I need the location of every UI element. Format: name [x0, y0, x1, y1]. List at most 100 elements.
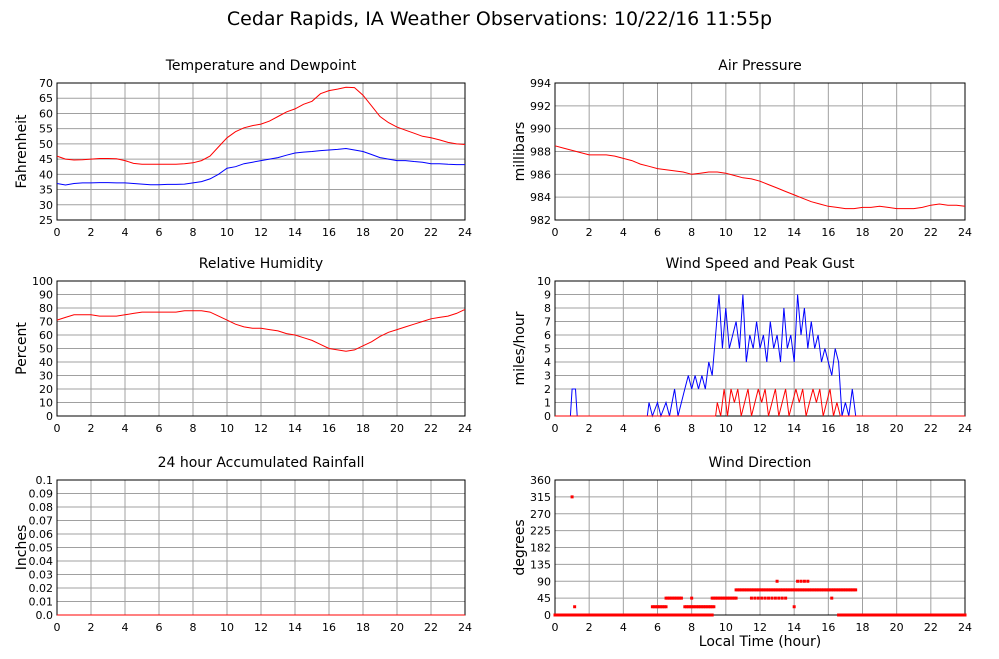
- scatter-point: [898, 613, 902, 617]
- x-tick-label: 12: [753, 422, 767, 435]
- x-tick-label: 22: [924, 226, 938, 239]
- scatter-point: [802, 588, 806, 592]
- scatter-point: [932, 613, 936, 617]
- y-tick-label: 10: [537, 275, 551, 288]
- x-tick-label: 8: [190, 621, 197, 634]
- scatter-point: [722, 596, 726, 600]
- y-tick-label: 60: [39, 329, 53, 342]
- scatter-point: [756, 588, 760, 592]
- scatter-point: [758, 588, 762, 592]
- x-tick-label: 22: [924, 621, 938, 634]
- y-tick-label: 990: [530, 123, 551, 136]
- scatter-point: [616, 613, 620, 617]
- scatter-point: [695, 605, 699, 609]
- scatter-point: [661, 613, 665, 617]
- scatter-point: [852, 613, 856, 617]
- y-tick-label: 0: [544, 410, 551, 423]
- y-tick-label: 984: [530, 191, 551, 204]
- scatter-point: [804, 588, 808, 592]
- scatter-point: [647, 613, 651, 617]
- x-tick-label: 14: [288, 621, 302, 634]
- scatter-point: [883, 613, 887, 617]
- scatter-point: [702, 613, 706, 617]
- scatter-point: [946, 613, 950, 617]
- y-tick-label: 40: [39, 356, 53, 369]
- x-tick-label: 2: [88, 621, 95, 634]
- x-tick-label: 16: [322, 621, 336, 634]
- scatter-point: [912, 613, 916, 617]
- scatter-point: [715, 596, 719, 600]
- scatter-point: [748, 588, 752, 592]
- scatter-point: [633, 613, 637, 617]
- scatter-point: [574, 613, 577, 617]
- scatter-point: [838, 613, 842, 617]
- x-tick-label: 14: [787, 226, 801, 239]
- y-tick-label: 0.1: [36, 474, 54, 487]
- scatter-point: [587, 613, 591, 617]
- y-tick-label: 70: [39, 316, 53, 329]
- scatter-point: [563, 613, 567, 617]
- x-tick-label: 20: [890, 422, 904, 435]
- y-tick-label: 0.09: [29, 488, 54, 501]
- x-tick-label: 22: [924, 422, 938, 435]
- chart-title: Wind Speed and Peak Gust: [666, 256, 855, 272]
- x-tick-label: 10: [719, 422, 733, 435]
- scatter-point: [949, 613, 953, 617]
- scatter-point: [719, 596, 723, 600]
- x-tick-label: 6: [654, 226, 661, 239]
- scatter-point: [825, 588, 829, 592]
- x-tick-label: 6: [156, 621, 163, 634]
- plot-frame: [554, 82, 966, 221]
- scatter-point: [656, 613, 659, 617]
- series-line-0: [56, 86, 466, 165]
- scatter-point: [780, 588, 784, 592]
- scatter-point: [830, 596, 834, 600]
- scatter-point: [773, 596, 777, 600]
- scatter-point: [913, 613, 917, 617]
- x-tick-label: 8: [190, 226, 197, 239]
- scatter-point: [821, 588, 825, 592]
- scatter-point: [773, 588, 777, 592]
- x-tick-label: 0: [54, 621, 61, 634]
- x-tick-label: 10: [719, 226, 733, 239]
- series-line-1: [555, 388, 965, 417]
- scatter-point: [572, 613, 576, 617]
- scatter-point: [673, 613, 677, 617]
- scatter-point: [601, 613, 605, 617]
- scatter-point: [599, 613, 603, 617]
- scatter-point: [760, 596, 764, 600]
- scatter-point: [568, 613, 572, 617]
- scatter-point: [849, 588, 853, 592]
- scatter-point: [664, 605, 668, 609]
- x-tick-label: 0: [552, 226, 559, 239]
- scatter-point: [582, 613, 586, 617]
- scatter-point: [592, 613, 596, 617]
- x-tick-label: 18: [856, 226, 870, 239]
- scatter-point: [702, 605, 706, 609]
- scatter-point: [937, 613, 941, 617]
- scatter-point: [621, 613, 625, 617]
- scatter-point: [874, 613, 878, 617]
- scatter-point: [814, 588, 818, 592]
- scatter-point: [604, 613, 608, 617]
- y-tick-label: 4: [544, 356, 551, 369]
- x-tick-label: 18: [356, 621, 370, 634]
- scatter-point: [872, 613, 876, 617]
- scatter-point: [785, 588, 789, 592]
- scatter-point: [705, 613, 709, 617]
- scatter-point: [842, 613, 846, 617]
- y-tick-label: 988: [530, 146, 551, 159]
- scatter-point: [797, 588, 801, 592]
- scatter-point: [884, 613, 888, 617]
- chart-title: 24 hour Accumulated Rainfall: [158, 455, 365, 471]
- scatter-point: [678, 613, 682, 617]
- scatter-point: [796, 579, 800, 583]
- scatter-point: [729, 596, 733, 600]
- y-tick-label: 35: [39, 184, 53, 197]
- scatter-point: [731, 596, 735, 600]
- scatter-point: [944, 613, 948, 617]
- scatter-point: [802, 579, 806, 583]
- scatter-point: [908, 613, 912, 617]
